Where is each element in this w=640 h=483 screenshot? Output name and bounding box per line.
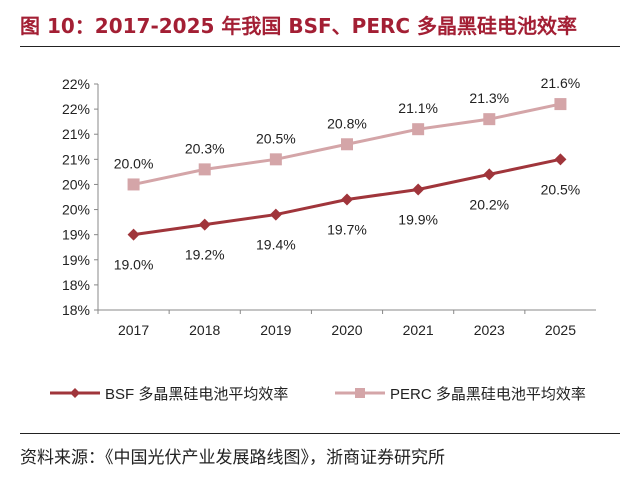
data-point [198, 218, 211, 231]
data-label: 19.2% [185, 247, 225, 263]
y-tick-label: 22% [62, 101, 90, 117]
legend-marker [70, 388, 80, 398]
data-point [127, 178, 140, 191]
legend-label: PERC 多晶黑硅电池平均效率 [390, 386, 586, 403]
data-label: 19.9% [398, 211, 438, 227]
y-tick-label: 21% [62, 126, 90, 142]
data-point [127, 228, 140, 241]
data-label: 21.1% [398, 100, 438, 116]
data-point [483, 168, 496, 181]
y-tick-label: 20% [62, 176, 90, 192]
data-point [554, 153, 567, 166]
x-tick-label: 2021 [403, 322, 434, 338]
data-label: 20.8% [327, 115, 367, 131]
data-label: 21.3% [469, 90, 509, 106]
data-label: 20.0% [114, 155, 154, 171]
data-point [412, 183, 425, 196]
data-label: 20.3% [185, 140, 225, 156]
x-tick-label: 2025 [545, 322, 576, 338]
y-tick-label: 20% [62, 202, 90, 218]
data-point [269, 153, 282, 166]
data-label: 20.2% [469, 196, 509, 212]
source-divider [20, 433, 620, 434]
data-label: 19.0% [114, 257, 154, 273]
y-tick-label: 18% [62, 277, 90, 293]
y-tick-label: 19% [62, 227, 90, 243]
title-divider [20, 46, 620, 47]
data-point [341, 193, 353, 206]
data-label: 19.4% [256, 237, 296, 253]
legend-marker [355, 388, 365, 398]
data-label: 19.7% [327, 222, 367, 238]
data-label: 20.5% [541, 181, 581, 197]
figure-title: 图 10：2017-2025 年我国 BSF、PERC 多晶黑硅电池效率 [20, 14, 578, 38]
data-point [412, 123, 425, 136]
legend-label: BSF 多晶黑硅电池平均效率 [105, 386, 288, 403]
x-tick-label: 2017 [118, 322, 149, 338]
x-tick-label: 2019 [260, 322, 291, 338]
source-note: 资料来源：《中国光伏产业发展路线图》，浙商证券研究所 [20, 448, 445, 468]
y-tick-label: 21% [62, 151, 90, 167]
x-tick-label: 2018 [189, 322, 220, 338]
data-point [198, 163, 211, 176]
y-tick-label: 18% [62, 302, 90, 318]
y-tick-label: 19% [62, 252, 90, 268]
x-tick-label: 2023 [474, 322, 505, 338]
line-chart: 18% 18% 19% 19% 20% 20% 21% 21% 22% 22% 2017 2018 20… [50, 75, 596, 403]
data-point [483, 113, 496, 126]
data-point [554, 98, 567, 111]
data-label: 20.5% [256, 130, 296, 146]
data-point [269, 208, 282, 221]
data-point [341, 138, 353, 151]
y-tick-label: 22% [62, 76, 90, 92]
x-tick-label: 2020 [331, 322, 362, 338]
data-label: 21.6% [541, 75, 581, 91]
